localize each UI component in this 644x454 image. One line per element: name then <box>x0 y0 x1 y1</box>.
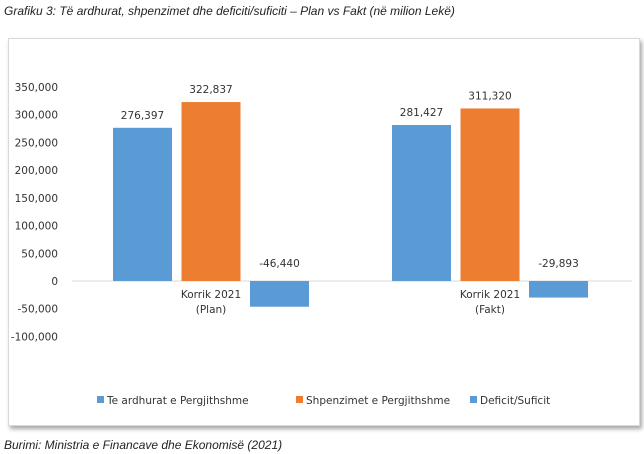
bar-0-0 <box>113 127 172 281</box>
y-tick-label: 50,000 <box>21 248 58 260</box>
data-label: -46,440 <box>259 258 300 270</box>
y-tick-label: 350,000 <box>15 82 58 94</box>
data-label: 276,397 <box>121 110 164 122</box>
legend-label-2: Deficit/Suficit <box>480 395 550 407</box>
x-category-label: Korrik 2021 <box>460 289 520 301</box>
data-label: 281,427 <box>400 107 443 119</box>
bar-2-0 <box>250 281 309 307</box>
y-tick-label: 150,000 <box>15 193 58 205</box>
legend-label-1: Shpenzimet e Pergjithshme <box>306 395 450 407</box>
x-category-label: Korrik 2021 <box>181 289 241 301</box>
legend-swatch-2 <box>470 396 477 403</box>
legend-label-0: Te ardhurat e Pergjithshme <box>106 395 249 407</box>
legend-swatch-1 <box>296 396 303 403</box>
bar-1-1 <box>460 108 520 281</box>
y-tick-label: 300,000 <box>15 110 58 122</box>
bar-1-0 <box>181 102 241 281</box>
y-tick-label: 250,000 <box>15 137 58 149</box>
y-tick-label: 200,000 <box>15 165 58 177</box>
source-note: Burimi: Ministria e Financave dhe Ekonom… <box>4 438 283 452</box>
chart-caption: Grafiku 3: Të ardhurat, shpenzimet dhe d… <box>4 4 455 18</box>
bar-2-1 <box>529 281 588 298</box>
y-tick-label: -100,000 <box>11 331 58 343</box>
x-category-sublabel: (Fakt) <box>475 304 505 316</box>
y-tick-label: 100,000 <box>15 221 58 233</box>
y-tick-label: -50,000 <box>17 304 58 316</box>
y-tick-label: 0 <box>51 276 58 288</box>
bar-0-1 <box>392 125 451 281</box>
data-label: -29,893 <box>538 258 579 270</box>
data-label: 311,320 <box>468 90 511 102</box>
data-label: 322,837 <box>189 84 232 96</box>
legend-swatch-0 <box>97 396 104 403</box>
x-category-sublabel: (Plan) <box>196 304 227 316</box>
